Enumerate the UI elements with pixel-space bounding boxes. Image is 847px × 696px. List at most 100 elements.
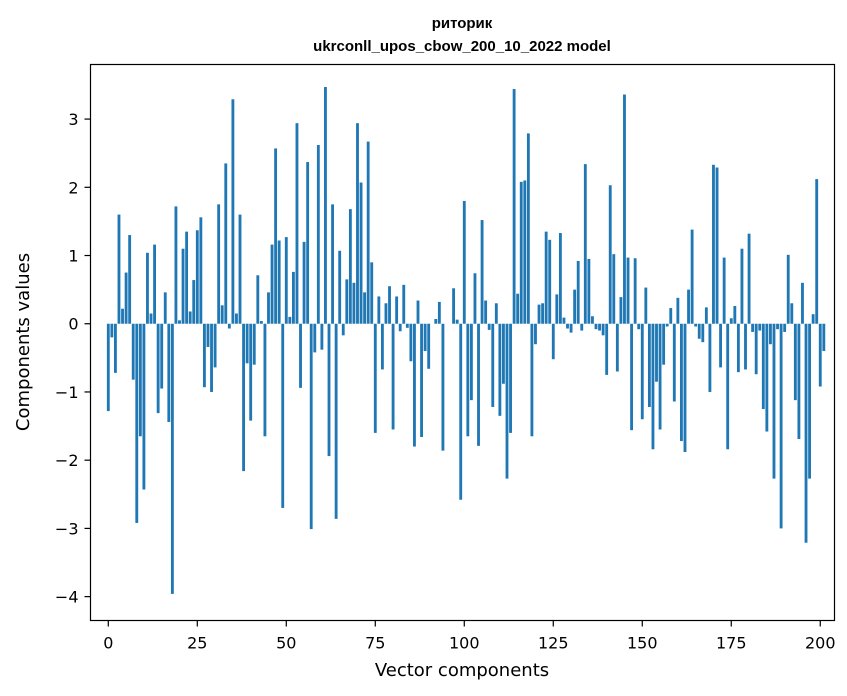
x-axis-label: Vector components <box>375 660 549 681</box>
bar-23 <box>188 311 192 324</box>
bar-190 <box>783 323 787 332</box>
bar-73 <box>366 141 370 324</box>
bar-9 <box>138 323 142 437</box>
bar-65 <box>338 250 342 324</box>
x-tick-label: 150 <box>627 634 658 653</box>
bar-182 <box>754 323 758 375</box>
bar-171 <box>715 167 719 324</box>
y-axis-label: Components values <box>13 253 34 431</box>
bar-6 <box>128 235 132 324</box>
y-tick-label: −4 <box>55 588 79 607</box>
y-tick-label: 0 <box>68 315 78 334</box>
bar-141 <box>608 185 612 324</box>
bar-97 <box>452 288 456 324</box>
bar-21 <box>181 248 185 324</box>
bar-105 <box>480 220 484 324</box>
bar-82 <box>398 323 402 332</box>
bar-133 <box>580 323 584 331</box>
bar-7 <box>131 323 135 380</box>
bar-157 <box>665 323 669 327</box>
bar-70 <box>356 123 359 324</box>
x-tick-label: 75 <box>365 634 385 653</box>
bar-181 <box>751 323 755 332</box>
bar-120 <box>534 323 537 345</box>
bar-138 <box>598 323 601 331</box>
x-axis-ticks: 0 25 50 75 100 125 150 175 200 <box>103 620 836 653</box>
bar-191 <box>786 254 790 324</box>
bar-52 <box>291 271 295 324</box>
bar-53 <box>295 123 299 324</box>
bar-122 <box>541 303 545 324</box>
bars-group <box>106 87 826 594</box>
bar-134 <box>583 164 587 324</box>
bar-189 <box>779 323 783 529</box>
bar-31 <box>217 204 221 324</box>
y-tick-label: 3 <box>68 110 78 129</box>
bar-12 <box>149 313 153 324</box>
bar-48 <box>277 240 281 324</box>
bar-72 <box>363 292 367 324</box>
bar-108 <box>491 323 495 407</box>
bar-145 <box>623 94 626 324</box>
bar-161 <box>680 323 683 442</box>
bar-113 <box>509 323 512 433</box>
bar-103 <box>473 273 477 324</box>
x-tick-label: 50 <box>276 634 296 653</box>
bar-151 <box>644 287 648 324</box>
bar-71 <box>359 182 363 324</box>
bar-27 <box>202 323 206 388</box>
bar-111 <box>502 323 505 384</box>
bar-118 <box>526 133 530 324</box>
chart-title: риторик <box>432 15 493 32</box>
bar-140 <box>605 323 609 375</box>
bar-84 <box>405 323 409 328</box>
bar-25 <box>195 230 199 324</box>
bar-193 <box>793 323 797 401</box>
bar-33 <box>224 163 228 324</box>
bar-10 <box>142 323 146 490</box>
bar-92 <box>434 318 438 324</box>
bar-146 <box>626 257 630 324</box>
bar-115 <box>516 293 520 324</box>
bar-8 <box>135 323 139 523</box>
bar-187 <box>772 323 776 479</box>
bar-75 <box>373 323 377 433</box>
bar-89 <box>423 323 427 352</box>
bar-66 <box>341 323 345 336</box>
bar-172 <box>719 323 723 368</box>
bar-46 <box>270 244 274 324</box>
bar-13 <box>153 244 157 324</box>
bar-80 <box>391 323 395 430</box>
bar-104 <box>477 323 480 446</box>
bar-59 <box>316 145 320 324</box>
bar-167 <box>701 323 705 343</box>
bar-196 <box>804 323 808 543</box>
bar-44 <box>263 323 267 437</box>
bar-195 <box>801 282 804 324</box>
bar-186 <box>768 323 772 345</box>
bar-69 <box>352 282 356 324</box>
bar-135 <box>587 258 591 324</box>
bar-64 <box>334 323 338 519</box>
y-tick-label: 1 <box>68 247 78 266</box>
bar-34 <box>227 323 231 329</box>
bar-148 <box>633 258 637 324</box>
bar-87 <box>416 300 420 324</box>
bar-79 <box>388 286 391 324</box>
bar-43 <box>259 321 263 324</box>
bar-185 <box>765 323 769 432</box>
bar-176 <box>733 306 737 324</box>
bar-169 <box>708 323 712 392</box>
bar-35 <box>231 99 235 324</box>
x-tick-label: 0 <box>103 634 113 653</box>
bar-129 <box>566 323 569 329</box>
bar-67 <box>345 279 349 324</box>
bar-163 <box>687 289 690 324</box>
bar-90 <box>427 323 431 369</box>
bar-192 <box>790 303 794 324</box>
bar-173 <box>722 257 726 324</box>
bar-179 <box>744 323 747 370</box>
bar-180 <box>747 233 751 324</box>
bar-88 <box>420 323 423 437</box>
bar-102 <box>469 323 473 401</box>
